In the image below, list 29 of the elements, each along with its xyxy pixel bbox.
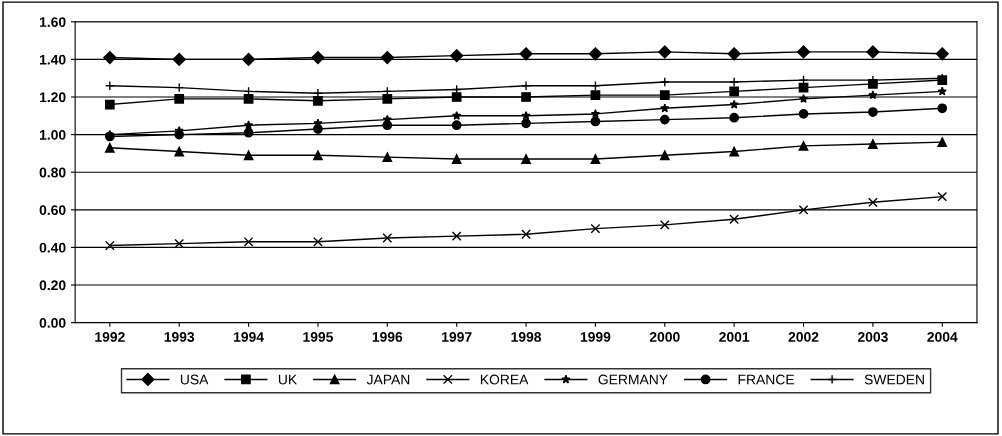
legend-label: JAPAN xyxy=(366,374,410,385)
x-tick-label: 2001 xyxy=(719,332,750,342)
x-tick-label: 2003 xyxy=(857,332,888,342)
x-tick-label: 2002 xyxy=(788,332,819,342)
x-tick-label: 1994 xyxy=(234,332,264,342)
y-tick-label: 1.20 xyxy=(39,92,66,103)
y-tick-label: 0.60 xyxy=(39,205,66,215)
legend-label: GERMANY xyxy=(598,374,668,385)
x-tick-label: 2000 xyxy=(649,332,680,342)
legend-label: SWEDEN xyxy=(864,374,924,385)
y-tick-label: 0.40 xyxy=(39,242,66,253)
legend-label: KOREA xyxy=(480,374,529,385)
x-tick-label: 1993 xyxy=(164,332,195,342)
y-tick-label: 1.00 xyxy=(39,129,66,140)
y-tick-label: 1.60 xyxy=(39,17,66,27)
x-tick-label: 1998 xyxy=(511,332,542,342)
y-tick-label: 0.00 xyxy=(39,317,66,328)
legend-label: FRANCE xyxy=(738,374,795,385)
legend-label: UK xyxy=(278,374,297,385)
legend-label: USA xyxy=(180,374,209,385)
x-tick-label: 1999 xyxy=(580,332,611,342)
x-tick-label: 1992 xyxy=(95,332,125,342)
x-tick-label: 1996 xyxy=(372,332,403,342)
y-tick-label: 1.40 xyxy=(39,54,66,65)
y-tick-label: 0.20 xyxy=(39,280,66,291)
x-tick-label: 2004 xyxy=(927,332,958,342)
y-tick-label: 0.80 xyxy=(39,167,66,178)
x-tick-label: 1995 xyxy=(303,332,334,342)
x-tick-label: 1997 xyxy=(442,332,472,342)
